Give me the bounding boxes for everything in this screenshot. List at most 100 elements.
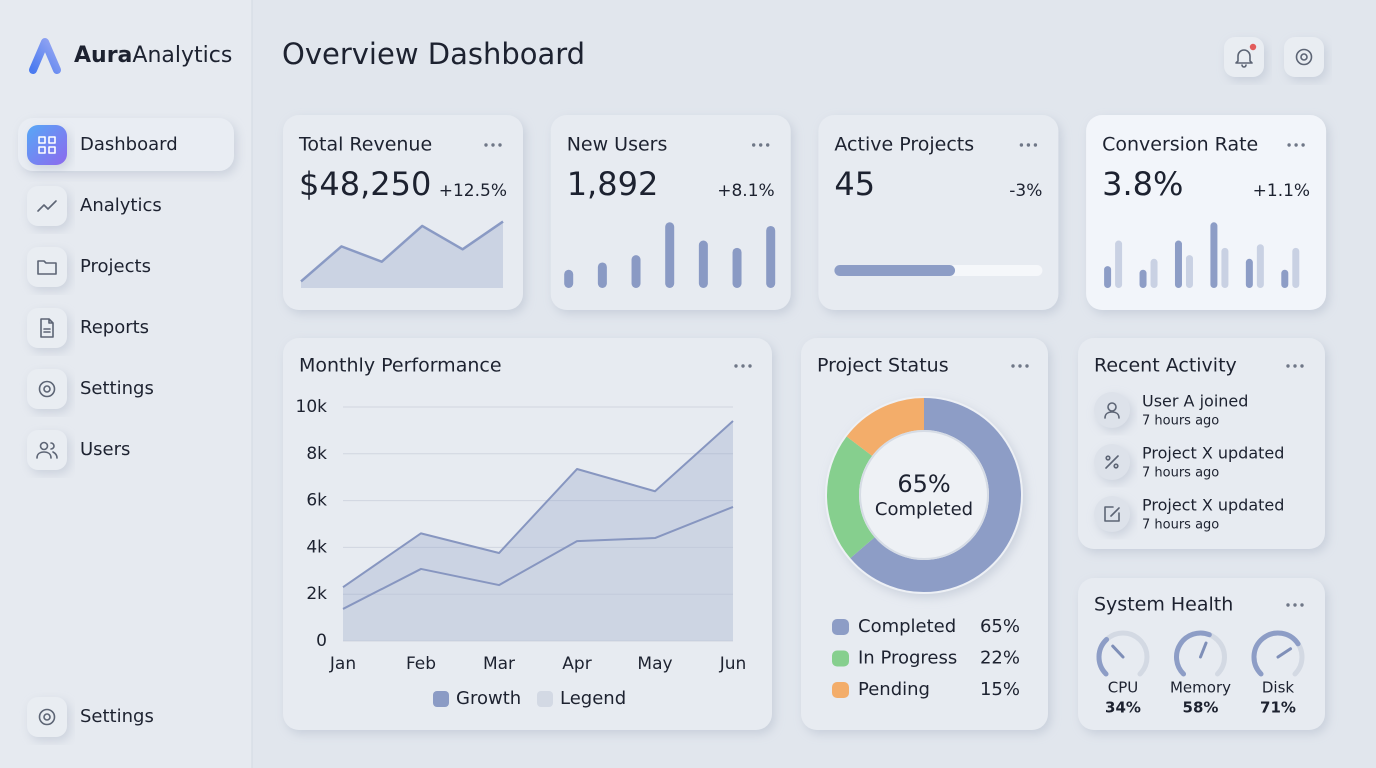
- kpi-change: +1.1%: [1253, 181, 1310, 201]
- nav-icon-box[interactable]: [27, 697, 67, 737]
- kpi-value: $48,250: [299, 165, 431, 203]
- nav-label[interactable]: Reports: [80, 317, 149, 338]
- brand-light: Analytics: [132, 43, 232, 68]
- icon-stroke: [1104, 506, 1120, 522]
- menu-dot[interactable]: [752, 143, 756, 147]
- menu-dot[interactable]: [1018, 364, 1022, 368]
- nav-active-pill[interactable]: [18, 118, 234, 171]
- legend-value: 15%: [980, 679, 1020, 700]
- legend-swatch: [433, 691, 449, 707]
- donut-center: [859, 430, 989, 560]
- icon-stroke: [40, 318, 54, 338]
- nav-icon-box[interactable]: [27, 125, 67, 165]
- activity-time: 7 hours ago: [1142, 466, 1219, 481]
- series-area: [343, 421, 733, 641]
- gauge-label: CPU: [1108, 679, 1139, 697]
- menu-dot[interactable]: [759, 143, 763, 147]
- menu-dot[interactable]: [1033, 143, 1038, 147]
- x-tick-label: Apr: [562, 654, 591, 674]
- menu-dot[interactable]: [1293, 364, 1297, 368]
- menu-dot[interactable]: [1300, 364, 1304, 368]
- icon-grid: [38, 136, 56, 154]
- spark-bar: [1185, 255, 1193, 288]
- donut-center-value: 65%: [897, 470, 950, 498]
- x-tick-label: Feb: [406, 654, 436, 674]
- y-tick-label: 6k: [306, 491, 327, 511]
- icon-gear: [38, 380, 56, 398]
- menu-dot[interactable]: [1019, 143, 1024, 147]
- menu-dot[interactable]: [1293, 603, 1297, 607]
- nav-icon-box[interactable]: [27, 247, 67, 287]
- donut-segment: [850, 398, 1021, 592]
- icon-gear: [38, 708, 56, 726]
- card-title: Project Status: [817, 355, 949, 377]
- menu-dot[interactable]: [491, 143, 495, 147]
- nav-icon-box[interactable]: [27, 369, 67, 409]
- kpi-title: Conversion Rate: [1102, 134, 1258, 156]
- icon-stroke: [1107, 402, 1117, 412]
- y-tick-label: 8k: [306, 444, 327, 464]
- gauge-value: [1174, 630, 1212, 677]
- nav-icon-box[interactable]: [27, 308, 67, 348]
- icon-stroke: [37, 260, 57, 275]
- kpi-title: Total Revenue: [298, 134, 432, 156]
- menu-dot[interactable]: [1286, 603, 1290, 607]
- nav-label[interactable]: Settings: [80, 378, 154, 399]
- icon-stroke: [1113, 463, 1119, 469]
- activity-time: 7 hours ago: [1142, 414, 1219, 429]
- x-tick-label: May: [637, 654, 672, 674]
- spark-bar: [1174, 240, 1182, 288]
- donut-segment: [827, 436, 876, 559]
- icon-user: [1104, 402, 1120, 419]
- icon-gear: [1295, 48, 1313, 66]
- menu-dot[interactable]: [748, 364, 752, 368]
- menu-dot[interactable]: [1300, 603, 1304, 607]
- legend-swatch: [832, 682, 849, 698]
- kpi-value: 3.8%: [1102, 165, 1183, 203]
- menu-dot[interactable]: [1294, 143, 1298, 147]
- sparkline: [300, 220, 504, 283]
- menu-dot[interactable]: [484, 143, 488, 147]
- icon-stroke: [43, 713, 51, 721]
- menu-dot[interactable]: [1301, 143, 1305, 147]
- icon-percent: [1105, 455, 1119, 469]
- menu-dot[interactable]: [741, 364, 745, 368]
- icon-stroke: [1104, 411, 1120, 419]
- nav-label[interactable]: Projects: [80, 256, 151, 277]
- nav-label[interactable]: Dashboard: [80, 134, 178, 155]
- legend-label: Legend: [560, 688, 626, 709]
- gauge-label: Disk: [1262, 679, 1295, 697]
- series-area: [343, 506, 733, 641]
- spark-bar: [1245, 258, 1253, 288]
- menu-dot[interactable]: [734, 364, 738, 368]
- donut-center-label: Completed: [875, 499, 973, 520]
- spark-bar: [564, 269, 574, 288]
- nav-label[interactable]: Settings: [80, 706, 154, 727]
- kpi-change: -3%: [1009, 181, 1042, 201]
- header-button[interactable]: [1284, 37, 1324, 77]
- legend-swatch: [832, 619, 849, 635]
- x-tick-label: Jun: [719, 654, 747, 674]
- nav-label[interactable]: Users: [80, 439, 130, 460]
- menu-dot[interactable]: [1286, 364, 1290, 368]
- brand-strong: Aura: [74, 43, 132, 68]
- menu-dot[interactable]: [1011, 364, 1015, 368]
- nav-icon-box[interactable]: [27, 430, 67, 470]
- nav-icon-box[interactable]: [27, 186, 67, 226]
- header-button[interactable]: [1224, 37, 1264, 77]
- icon-users: [36, 441, 58, 459]
- menu-dot[interactable]: [498, 143, 502, 147]
- kpi-value: 1,892: [567, 165, 659, 203]
- menu-dot[interactable]: [766, 143, 770, 147]
- kpi-card: [283, 115, 523, 310]
- y-tick-label: 0: [316, 631, 327, 651]
- spark-bar: [1221, 247, 1229, 288]
- spark-bar: [766, 225, 776, 288]
- menu-dot[interactable]: [1287, 143, 1291, 147]
- spark-bar: [1281, 269, 1289, 288]
- menu-dot[interactable]: [1025, 364, 1029, 368]
- menu-dot[interactable]: [1026, 143, 1031, 147]
- nav-label[interactable]: Analytics: [80, 195, 162, 216]
- icon-file: [40, 318, 54, 338]
- gauge-needle: [1276, 647, 1293, 659]
